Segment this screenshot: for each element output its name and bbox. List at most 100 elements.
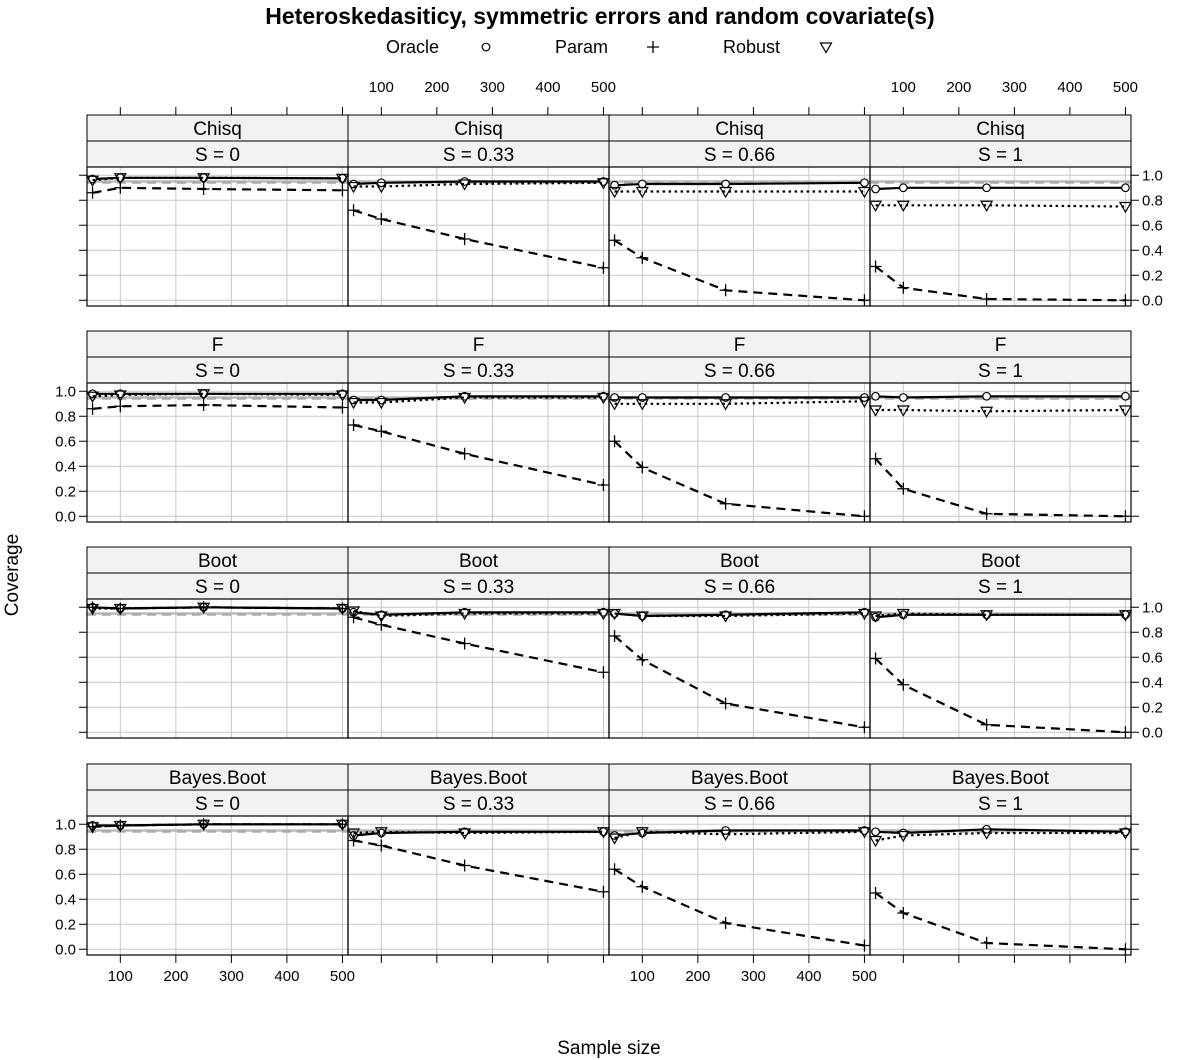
- point-robust: [458, 179, 472, 191]
- panel-bayes-boot-s-1: Bayes.Boot S = 1: [869, 763, 1132, 956]
- point-robust: [113, 820, 127, 833]
- series-line-param: [613, 635, 865, 729]
- point-robust: [86, 822, 100, 834]
- point-oracle: [898, 393, 908, 402]
- x-tick-label-bottom: 100: [630, 968, 655, 985]
- strip-s: [869, 572, 1132, 600]
- point-param: [458, 859, 471, 872]
- point-robust: [869, 200, 883, 212]
- point-robust: [335, 819, 349, 831]
- point-robust: [596, 827, 610, 839]
- point-robust: [335, 173, 349, 186]
- panel-frame: [86, 815, 349, 956]
- series-line-param: [353, 616, 604, 674]
- point-robust: [374, 181, 388, 194]
- series-line-oracle: [875, 186, 1126, 191]
- strip-method-label: Boot: [981, 551, 1021, 572]
- y-tick-label-left: 0.0: [55, 941, 76, 958]
- panel-boot-s-0: Boot S = 0: [86, 546, 349, 739]
- strip-method-label: Chisq: [976, 119, 1025, 140]
- x-tick-label-bottom: 300: [219, 968, 244, 985]
- series-line-param: [353, 209, 604, 269]
- point-param: [869, 260, 882, 273]
- point-param: [1119, 510, 1132, 523]
- panel-f-s-0-66: F S = 0.66: [608, 330, 871, 523]
- series-line-param: [353, 839, 604, 893]
- point-robust: [458, 392, 472, 405]
- point-robust: [869, 405, 883, 417]
- point-robust: [719, 186, 733, 199]
- y-tick-label-left: 0.6: [55, 866, 76, 883]
- panel-frame: [347, 166, 610, 307]
- series-line-oracle: [614, 181, 865, 187]
- point-oracle: [898, 183, 908, 193]
- x-tick-label-top: 100: [891, 79, 916, 96]
- strip-s-label: S = 0.33: [443, 577, 514, 598]
- point-robust: [896, 608, 910, 621]
- point-robust: [896, 405, 910, 417]
- point-param: [347, 204, 360, 217]
- strip-method-label: Chisq: [715, 119, 764, 140]
- point-robust: [347, 606, 361, 618]
- panel-boot-s-0-66: Boot S = 0.66: [608, 546, 871, 739]
- strip-s-label: S = 0: [195, 794, 240, 815]
- series-line-param: [614, 868, 865, 947]
- point-robust: [113, 173, 127, 185]
- point-param: [86, 402, 99, 415]
- series-line-robust: [875, 831, 1126, 842]
- point-param: [858, 510, 871, 523]
- series-line-param: [874, 265, 1126, 302]
- point-param: [869, 452, 882, 465]
- point-robust: [608, 186, 622, 199]
- point-robust: [719, 829, 733, 841]
- point-oracle: [860, 178, 869, 188]
- strip-s-label: S = 0.33: [443, 361, 514, 382]
- point-param: [336, 401, 349, 414]
- point-robust: [347, 397, 361, 410]
- y-tick-label-left: 0.6: [55, 433, 76, 450]
- point-param: [114, 400, 127, 413]
- y-tick-label-right: 1.0: [1142, 167, 1163, 184]
- point-param: [197, 399, 210, 411]
- legend-label-oracle: Oracle: [386, 37, 439, 57]
- x-tick-label-top: 400: [535, 79, 560, 96]
- point-param: [1119, 294, 1132, 307]
- x-tick-label-top: 500: [591, 79, 616, 96]
- point-robust: [596, 392, 610, 405]
- point-param: [347, 419, 360, 431]
- panel-chisq-s-0-66: Chisq S = 0.66: [608, 114, 871, 307]
- series-line-robust: [875, 204, 1126, 208]
- x-tick-label-bottom: 400: [274, 968, 299, 985]
- y-tick-label-right: 0.4: [1142, 242, 1163, 259]
- series-line-oracle: [353, 180, 604, 186]
- panel-frame: [869, 166, 1132, 307]
- panel-boot-s-0-33: Boot S = 0.33: [347, 546, 610, 739]
- point-robust: [197, 602, 211, 614]
- point-robust: [1118, 828, 1132, 840]
- series-line-robust: [92, 392, 343, 398]
- strip-method-label: Bayes.Boot: [952, 768, 1050, 789]
- x-axis-label: Sample size: [557, 1038, 661, 1059]
- strip-method-label: Bayes.Boot: [430, 768, 528, 789]
- point-param: [636, 880, 649, 893]
- point-oracle: [637, 179, 647, 189]
- strip-method: [86, 763, 349, 791]
- x-tick-label-bottom: 500: [852, 968, 877, 985]
- point-param: [719, 697, 732, 710]
- point-param: [597, 885, 610, 898]
- point-param: [458, 447, 471, 460]
- strip-method-label: Bayes.Boot: [169, 768, 267, 789]
- series-line-robust: [614, 400, 865, 405]
- panel-f-s-1: F S = 1: [869, 330, 1132, 523]
- point-param: [980, 937, 993, 949]
- strip-method-label: Chisq: [193, 119, 242, 140]
- y-tick-label-left: 1.0: [55, 816, 76, 833]
- point-param: [375, 425, 388, 438]
- series-line-oracle: [875, 828, 1126, 835]
- point-param: [458, 233, 471, 245]
- point-param: [869, 652, 882, 665]
- legend: Oracle Param Robust: [386, 37, 833, 57]
- y-tick-label-right: 0.8: [1142, 192, 1163, 209]
